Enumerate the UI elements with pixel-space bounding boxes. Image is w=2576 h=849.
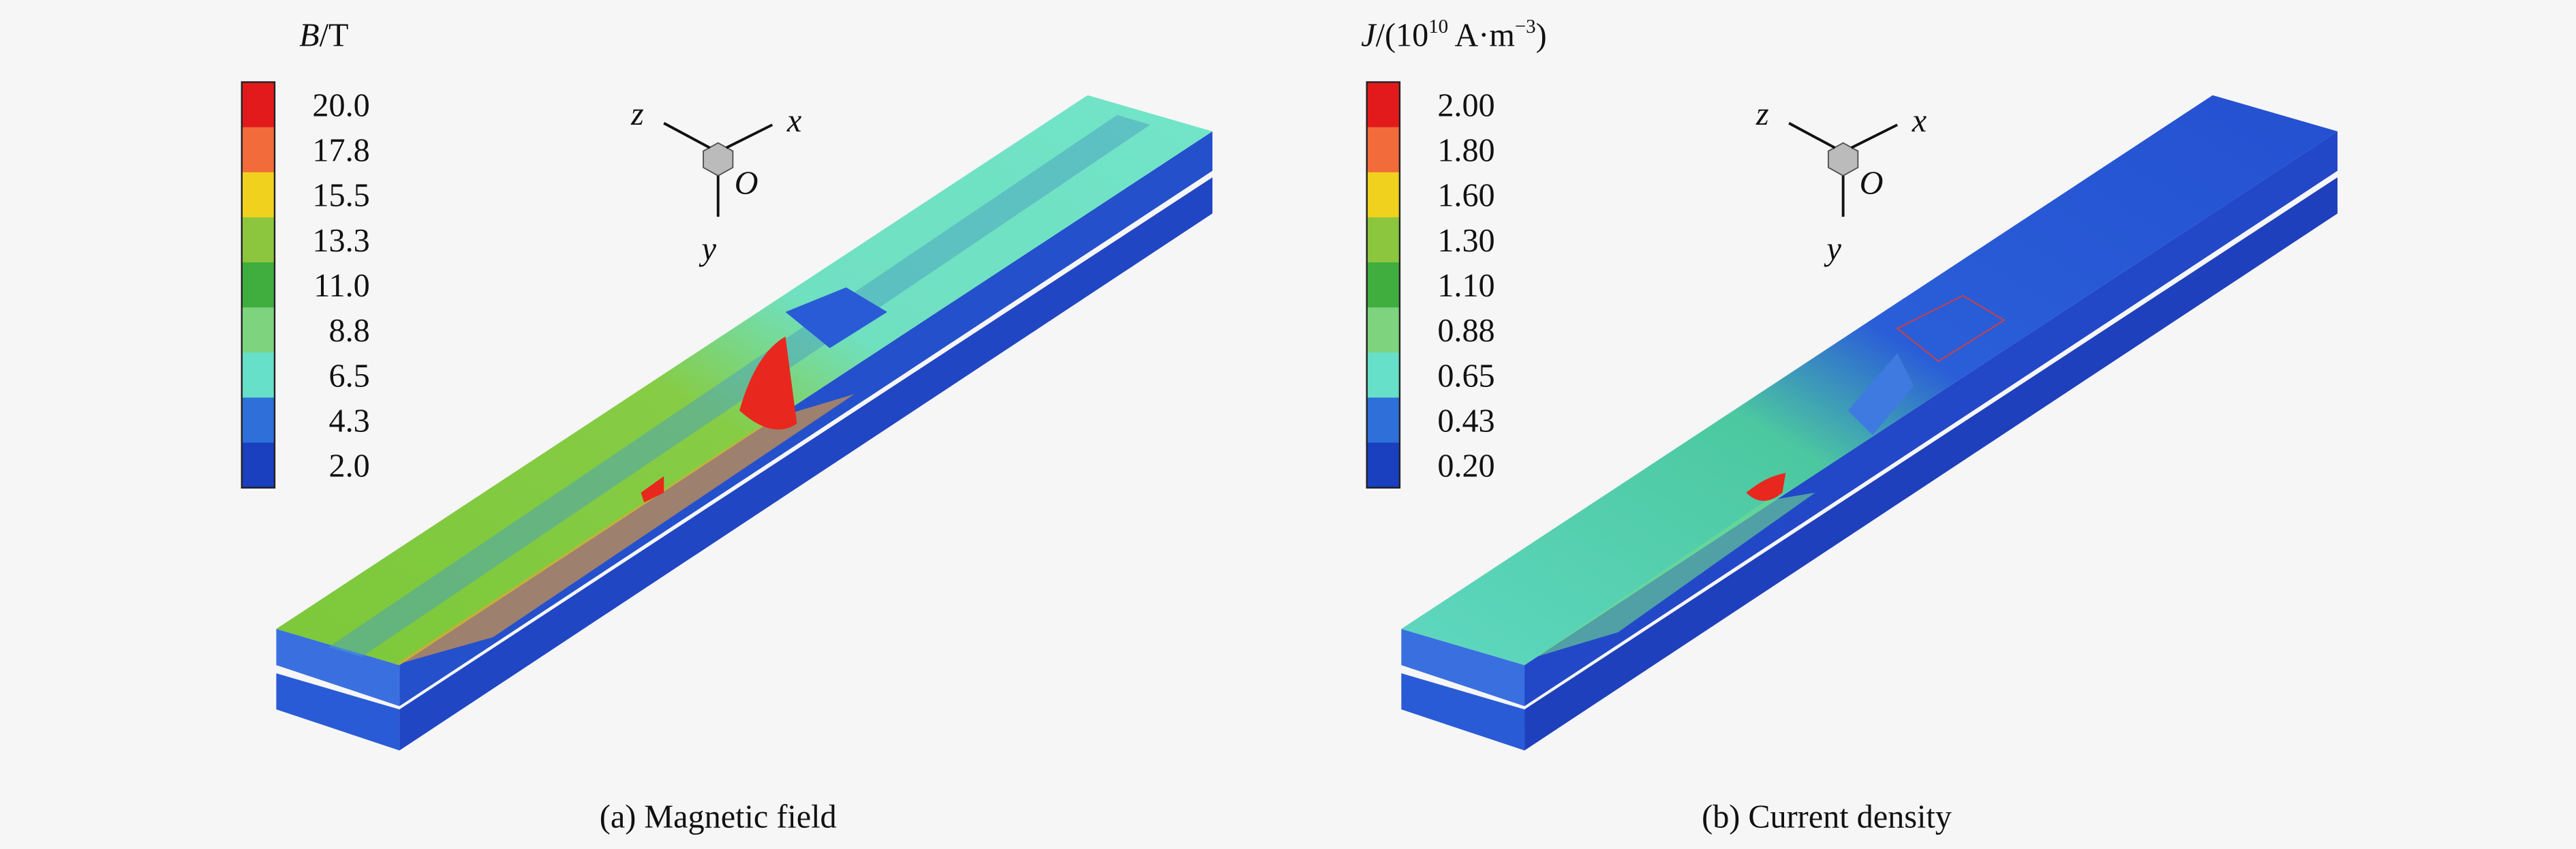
panel-b: J/(1010 A·m−3) 2.00 1.80 1.60 1.30 1.10 0.88 0… — [1361, 16, 2338, 835]
axis-label: z — [1755, 96, 1769, 132]
colorbar-band — [1366, 217, 1400, 263]
colorbar-label: 1.30 — [1437, 223, 1494, 259]
colorbar-frame — [1366, 81, 1401, 489]
colorbar-label: 20.0 — [312, 87, 369, 123]
colorbar-band — [1366, 307, 1400, 354]
colorbar-band — [1366, 262, 1400, 308]
axis-triad: z x O y — [630, 96, 802, 267]
colorbar-label: 17.8 — [312, 133, 369, 169]
colorbar-band — [241, 217, 275, 263]
colorbar-title: B/T — [299, 17, 348, 53]
exponent: 10 — [1428, 16, 1448, 37]
symbol: B — [299, 17, 319, 53]
colorbar-label: 1.10 — [1437, 268, 1494, 304]
colorbar-band — [241, 397, 275, 444]
unit: A·m — [1448, 17, 1515, 53]
axis-label: x — [786, 103, 802, 139]
colorbar-label: 8.8 — [329, 313, 370, 349]
colorbar-band — [1366, 442, 1400, 489]
colorbar-band — [241, 262, 275, 308]
colorbar-frame — [241, 81, 276, 489]
colorbar-label: 2.00 — [1437, 87, 1494, 123]
colorbar-band — [1366, 352, 1400, 399]
caption: (b) Current density — [1702, 799, 1952, 835]
axis-label: y — [1823, 231, 1841, 267]
colorbar-band — [1366, 127, 1400, 173]
unit: /T — [320, 17, 349, 53]
colorbar: 2.00 1.80 1.60 1.30 1.10 0.88 0.65 0.43 0.20 — [1366, 81, 1495, 489]
axis-triad: z x O y — [1755, 96, 1927, 267]
unit: ) — [1536, 17, 1547, 53]
beam-render — [1401, 95, 2338, 751]
exponent: −3 — [1515, 16, 1536, 37]
colorbar-band — [1366, 82, 1400, 128]
colorbar: 20.0 17.8 15.5 13.3 11.0 8.8 6.5 4.3 2.0 — [241, 81, 370, 489]
colorbar-label: 0.65 — [1437, 358, 1494, 394]
colorbar-label: 6.5 — [329, 358, 370, 394]
colorbar-band — [241, 442, 275, 489]
caption: (a) Magnetic field — [600, 799, 837, 835]
colorbar-band — [241, 307, 275, 354]
colorbar-label: 15.5 — [312, 178, 369, 214]
axis-label: z — [630, 96, 644, 132]
colorbar-band — [1366, 172, 1400, 218]
colorbar-band — [241, 127, 275, 173]
colorbar-label: 1.80 — [1437, 133, 1494, 169]
colorbar-label: 1.60 — [1437, 178, 1494, 214]
colorbar-label: 13.3 — [312, 223, 369, 259]
beam-render — [276, 95, 1213, 751]
axis-label: O — [1860, 165, 1884, 201]
colorbar-label: 0.43 — [1437, 403, 1494, 439]
colorbar-label: 2.0 — [329, 448, 370, 484]
colorbar-label: 4.3 — [329, 403, 370, 439]
unit: /(10 — [1376, 17, 1429, 53]
axis-label: x — [1912, 103, 1927, 139]
colorbar-label: 0.20 — [1437, 448, 1494, 484]
colorbar-title: J/(1010 A·m−3) — [1361, 16, 1546, 53]
colorbar-band — [241, 172, 275, 218]
axis-label: O — [735, 165, 758, 201]
colorbar-label: 0.88 — [1437, 313, 1494, 349]
symbol: J — [1361, 17, 1377, 53]
colorbar-band — [1366, 397, 1400, 444]
colorbar-label: 11.0 — [313, 268, 370, 304]
colorbar-band — [241, 82, 275, 128]
axis-label: y — [699, 231, 717, 267]
colorbar-band — [241, 352, 275, 399]
panel-a: B/T 20.0 17.8 15.5 13.3 11.0 8.8 6.5 4.3 2.0 z x… — [241, 17, 1213, 835]
